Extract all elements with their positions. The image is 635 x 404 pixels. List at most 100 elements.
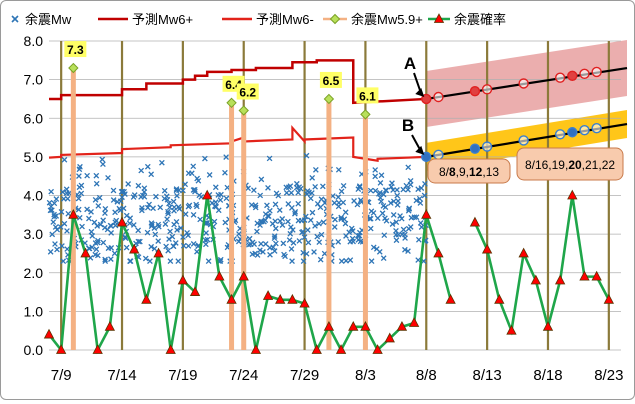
probability-marker bbox=[408, 317, 420, 327]
aftershock-point bbox=[195, 177, 202, 184]
aftershock-point bbox=[335, 194, 342, 200]
aftershock-point bbox=[60, 258, 67, 265]
aftershock-point bbox=[314, 233, 321, 240]
aftershock-point bbox=[75, 195, 82, 202]
callout-part: 20 bbox=[568, 158, 582, 172]
aftershock-point bbox=[47, 248, 54, 255]
big-aftershock-label-bg bbox=[319, 71, 342, 88]
probability-marker bbox=[275, 293, 286, 304]
aftershock-point bbox=[212, 199, 219, 206]
aftershock-point bbox=[378, 198, 385, 205]
aftershock-point bbox=[417, 220, 424, 226]
aftershock-point bbox=[112, 209, 118, 216]
aftershock-point bbox=[223, 195, 230, 202]
ytick-label: 2.0 bbox=[24, 265, 44, 281]
aftershock-point bbox=[266, 244, 273, 251]
probability-marker bbox=[92, 344, 103, 354]
aftershock-point bbox=[368, 258, 375, 265]
aftershock-point bbox=[390, 212, 397, 218]
aftershock-point bbox=[257, 192, 264, 199]
aftershock-point bbox=[301, 217, 308, 223]
aftershock-point bbox=[279, 216, 286, 222]
aftershock-point bbox=[161, 187, 168, 194]
forecast-line-b-marker bbox=[554, 129, 566, 140]
aftershock-point bbox=[370, 210, 377, 216]
probability-marker bbox=[323, 320, 335, 331]
aftershock-point bbox=[100, 239, 107, 246]
probability-marker bbox=[518, 247, 529, 258]
callout-right-box bbox=[516, 147, 624, 181]
aftershock-point bbox=[151, 245, 158, 252]
aftershock-point bbox=[307, 195, 314, 202]
big-aftershock-marker bbox=[360, 109, 371, 120]
aftershock-point bbox=[205, 258, 212, 265]
aftershock-point bbox=[206, 172, 213, 178]
aftershock-point bbox=[350, 238, 356, 245]
aftershock-point bbox=[108, 230, 115, 236]
legend-label: 予測Mw6+ bbox=[132, 12, 193, 27]
aftershock-point bbox=[88, 209, 94, 215]
ytick-label: 6.0 bbox=[24, 110, 44, 126]
probability-marker bbox=[141, 293, 152, 304]
big-aftershock-bar bbox=[326, 98, 332, 350]
probability-marker bbox=[287, 293, 298, 304]
aftershock-point bbox=[163, 243, 169, 250]
aftershock-point bbox=[215, 207, 222, 214]
aftershock-point bbox=[265, 213, 272, 220]
aftershock-point bbox=[400, 226, 407, 233]
aftershock-point bbox=[135, 238, 142, 245]
aftershock-point bbox=[246, 241, 252, 248]
aftershock-point bbox=[180, 242, 187, 249]
aftershock-point bbox=[95, 203, 102, 209]
xtick-label: 8/18 bbox=[533, 367, 562, 384]
aftershock-point bbox=[162, 221, 169, 227]
callout-part: ,21,22 bbox=[582, 158, 616, 172]
aftershock-point bbox=[272, 225, 279, 232]
callout-part: ,13 bbox=[482, 165, 499, 179]
aftershock-point bbox=[95, 237, 101, 244]
aftershock-point bbox=[300, 228, 306, 235]
aftershock-point bbox=[393, 227, 399, 234]
aftershock-point bbox=[316, 220, 322, 227]
aftershock-point bbox=[140, 192, 146, 199]
aftershock-point bbox=[254, 220, 261, 227]
xtick-label: 7/14 bbox=[107, 367, 136, 384]
aftershock-point bbox=[292, 210, 298, 217]
aftershock-point bbox=[86, 215, 92, 222]
aftershock-point bbox=[142, 255, 149, 262]
aftershock-point bbox=[246, 235, 253, 242]
probability-marker bbox=[481, 243, 493, 254]
aftershock-point bbox=[93, 246, 100, 253]
aftershock-point bbox=[114, 198, 121, 205]
legend-label: 余震Mw bbox=[25, 12, 72, 27]
aftershock-point bbox=[147, 258, 153, 265]
legend-label: 余震確率 bbox=[454, 12, 506, 27]
aftershock-point bbox=[64, 246, 71, 252]
aftershock-point bbox=[175, 204, 182, 210]
aftershock-point bbox=[64, 228, 70, 234]
aftershock-point bbox=[51, 200, 58, 207]
aftershock-point bbox=[317, 204, 324, 211]
aftershock-point bbox=[340, 182, 347, 189]
aftershock-point bbox=[338, 214, 345, 221]
aftershock-point bbox=[380, 202, 387, 209]
aftershock-point bbox=[75, 206, 82, 213]
forecast-line-b-marker bbox=[481, 141, 493, 152]
ytick-label: 8.0 bbox=[24, 33, 44, 49]
aftershock-point bbox=[372, 167, 379, 173]
probability-marker bbox=[202, 189, 213, 200]
aftershock-point bbox=[354, 201, 361, 208]
aftershock-point bbox=[50, 219, 57, 225]
aftershock-point bbox=[377, 180, 384, 186]
aftershock-point bbox=[411, 214, 418, 221]
aftershock-point bbox=[301, 234, 308, 241]
xtick-label: 7/9 bbox=[51, 367, 72, 384]
aftershock-point bbox=[372, 173, 379, 180]
aftershock-point bbox=[223, 154, 229, 160]
aftershock-point bbox=[141, 185, 148, 192]
aftershock-point bbox=[272, 218, 279, 225]
aftershock-point bbox=[76, 184, 83, 191]
aftershock-point bbox=[316, 239, 323, 246]
aftershock-point bbox=[100, 217, 107, 224]
aftershock-point bbox=[105, 174, 111, 181]
